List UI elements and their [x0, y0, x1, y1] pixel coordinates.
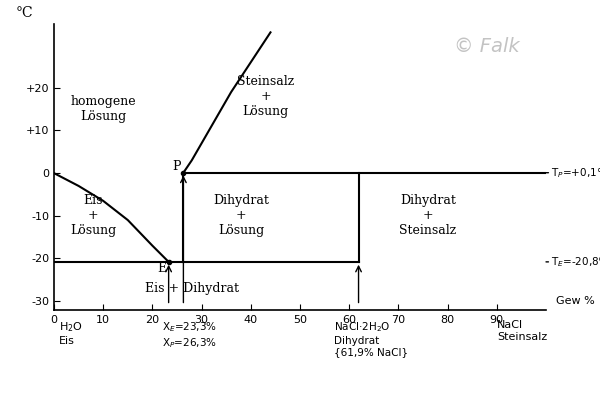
Text: Eis + Dihydrat: Eis + Dihydrat	[145, 282, 239, 295]
Text: °C: °C	[16, 6, 33, 19]
Text: NaCl
Steinsalz: NaCl Steinsalz	[497, 320, 547, 342]
Text: E: E	[157, 262, 166, 275]
Text: Steinsalz
+
Lösung: Steinsalz + Lösung	[237, 75, 294, 118]
Text: Eis
+
Lösung: Eis + Lösung	[70, 194, 116, 237]
Text: Gew %: Gew %	[556, 296, 595, 306]
Text: T$_P$=+0,1°C: T$_P$=+0,1°C	[551, 166, 600, 179]
Text: NaCl·2H$_2$O
Dihydrat
{61,9% NaCl}: NaCl·2H$_2$O Dihydrat {61,9% NaCl}	[334, 320, 409, 357]
Text: H$_2$O
Eis: H$_2$O Eis	[59, 320, 83, 346]
Text: homogene
Lösung: homogene Lösung	[70, 95, 136, 123]
Text: P: P	[172, 160, 181, 173]
Text: Dihydrat
+
Steinsalz: Dihydrat + Steinsalz	[399, 194, 457, 237]
Text: T$_E$=-20,8°C: T$_E$=-20,8°C	[551, 255, 600, 269]
Text: © Falk: © Falk	[454, 37, 520, 56]
Text: Dihydrat
+
Lösung: Dihydrat + Lösung	[213, 194, 269, 237]
Text: X$_E$=23,3%
X$_P$=26,3%: X$_E$=23,3% X$_P$=26,3%	[162, 320, 217, 350]
